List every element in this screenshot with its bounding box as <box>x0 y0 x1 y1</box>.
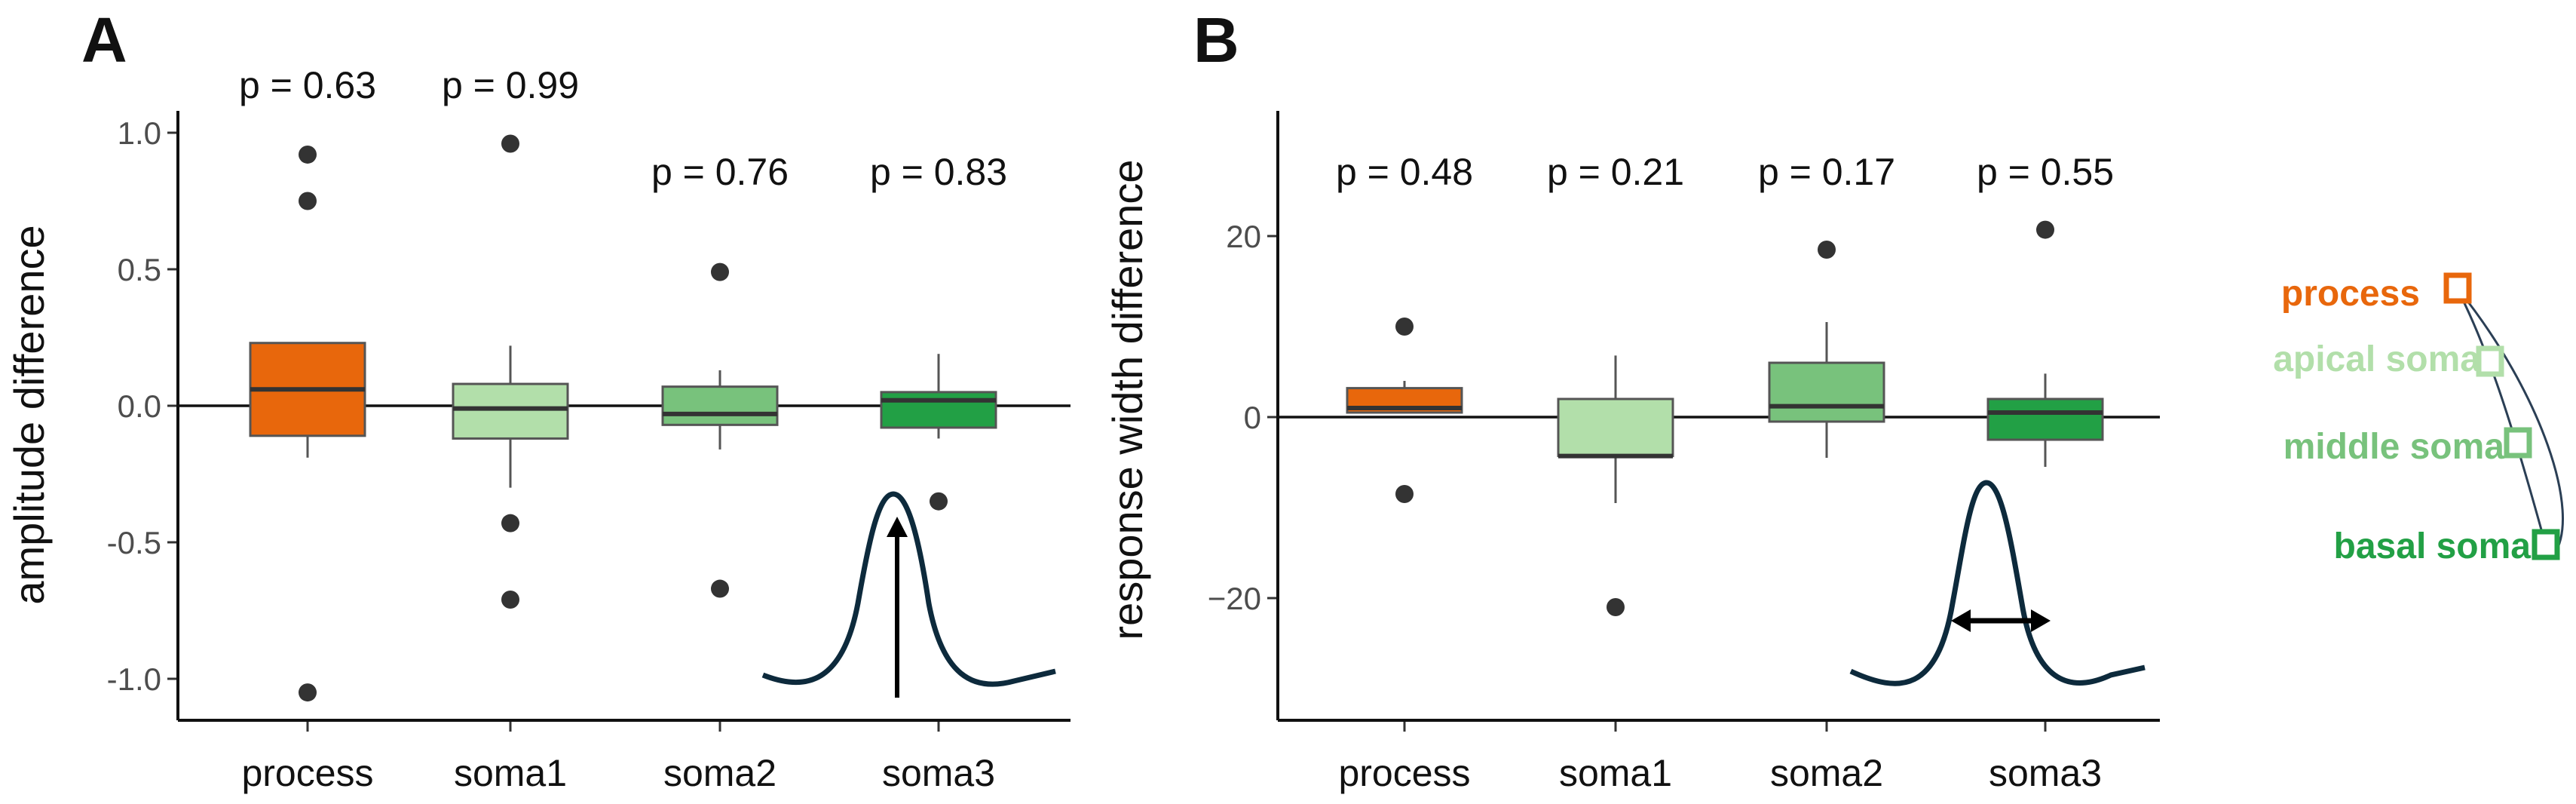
x-tick-label: soma1 <box>454 752 567 794</box>
box-soma2 <box>1768 241 1885 458</box>
legend-label: process <box>2281 274 2420 314</box>
y-tick-label: -1.0 <box>107 661 161 697</box>
legend-item: middle soma <box>2283 427 2532 467</box>
panel-a-y-label: amplitude difference <box>5 225 53 604</box>
box-body <box>661 385 779 426</box>
legend-marker-icon <box>2532 529 2560 560</box>
panel-a-x-ticks: process soma1 soma2 soma3 <box>241 720 995 794</box>
legend-marker-icon <box>2443 272 2472 304</box>
y-tick-label: 0.5 <box>118 252 161 287</box>
legend-label: apical soma <box>2273 339 2480 379</box>
panel-b-x-ticks: process soma1 soma2 soma3 <box>1338 720 2102 794</box>
p-value-label: p = 0.48 <box>1336 151 1473 193</box>
x-tick-label: soma2 <box>663 752 776 794</box>
legend-label: middle soma <box>2283 427 2505 467</box>
box-process <box>249 145 366 702</box>
panel-a-boxes <box>178 134 1071 702</box>
box-body <box>1768 361 1885 423</box>
arrow-head-icon <box>887 517 908 537</box>
p-value-label: p = 0.55 <box>1977 151 2114 193</box>
x-tick-label: soma2 <box>1770 752 1883 794</box>
outlier-point <box>1818 241 1836 259</box>
outlier-point <box>2036 220 2054 239</box>
p-value-label: p = 0.63 <box>239 64 376 106</box>
panel-a-letter: A <box>81 5 127 75</box>
y-tick-label: -0.5 <box>107 525 161 560</box>
legend-connector-line <box>2458 290 2564 555</box>
outlier-point <box>1395 318 1414 336</box>
p-value-label: p = 0.76 <box>651 151 789 193</box>
outlier-point <box>299 192 317 210</box>
panel-b-y-ticks: −20 0 20 <box>1208 219 1278 616</box>
panel-b-letter: B <box>1193 5 1239 75</box>
p-value-label: p = 0.83 <box>870 151 1007 193</box>
panel-b-y-label: response width difference <box>1104 159 1151 640</box>
box-soma1 <box>1557 355 1674 616</box>
x-tick-label: soma3 <box>1989 752 2102 794</box>
panel-a: A -1.0-0.50.00.51.0 p = 0.63 p = 0.99p = … <box>5 5 1071 794</box>
box-body <box>880 391 997 429</box>
panel-b: B −20 0 20 p = 0.48 p = 0.21 p = 0.17 p = 0.5… <box>1104 5 2160 794</box>
outlier-point <box>501 134 519 153</box>
y-tick-label: 1.0 <box>118 115 161 151</box>
arrow-head-left-icon <box>1951 609 1971 632</box>
y-tick-label: 0.0 <box>118 388 161 424</box>
outlier-point <box>711 262 729 281</box>
legend-marker-icon <box>2504 427 2532 459</box>
x-tick-label: soma3 <box>882 752 995 794</box>
arrow-head-right-icon <box>2031 609 2051 632</box>
box-body <box>1557 397 1674 458</box>
legend-item: process <box>2281 272 2472 314</box>
outlier-point <box>1395 485 1414 503</box>
outlier-point <box>1607 598 1625 616</box>
y-tick-label: 20 <box>1226 219 1261 254</box>
legend-marker-icon <box>2476 345 2504 377</box>
outlier-point <box>501 591 519 609</box>
x-tick-label: soma1 <box>1559 752 1672 794</box>
outlier-point <box>299 683 317 702</box>
y-tick-label: −20 <box>1208 581 1261 616</box>
panel-a-p-values: p = 0.63 p = 0.99 p = 0.76 p = 0.83 <box>239 64 1007 193</box>
peak-curve <box>1849 480 2146 686</box>
box-body <box>1986 397 2104 441</box>
width-peak-inset <box>1849 480 2146 686</box>
outlier-point <box>299 145 317 164</box>
x-tick-label: process <box>241 752 373 794</box>
legend-item: basal soma <box>2334 526 2560 566</box>
x-tick-label: process <box>1338 752 1470 794</box>
panel-a-y-ticks: -1.0 -0.5 0.0 0.5 1.0 <box>107 115 178 697</box>
box-soma3 <box>1986 220 2104 467</box>
legend-connector-line <box>2455 286 2550 555</box>
box-body <box>452 382 569 440</box>
p-value-label: p = 0.21 <box>1547 151 1684 193</box>
panel-b-p-values: p = 0.48 p = 0.21 p = 0.17 p = 0.55 <box>1336 151 2114 193</box>
box-soma2 <box>661 262 779 598</box>
amplitude-peak-inset <box>761 491 1056 698</box>
legend-label: basal soma <box>2334 526 2532 566</box>
box-process <box>1346 318 1463 503</box>
peak-curve <box>761 491 1056 687</box>
legend: process apical soma middle soma basal soma <box>2273 272 2564 566</box>
box-soma1 <box>452 134 569 609</box>
legend-item: apical soma <box>2273 339 2504 379</box>
outlier-point <box>930 492 948 511</box>
p-value-label: p = 0.99 <box>442 64 579 106</box>
p-value-label: p = 0.17 <box>1758 151 1895 193</box>
panel-b-boxes <box>1278 220 2160 616</box>
y-tick-label: 0 <box>1244 400 1261 435</box>
outlier-point <box>501 514 519 532</box>
box-soma3 <box>880 354 997 511</box>
outlier-point <box>711 579 729 598</box>
